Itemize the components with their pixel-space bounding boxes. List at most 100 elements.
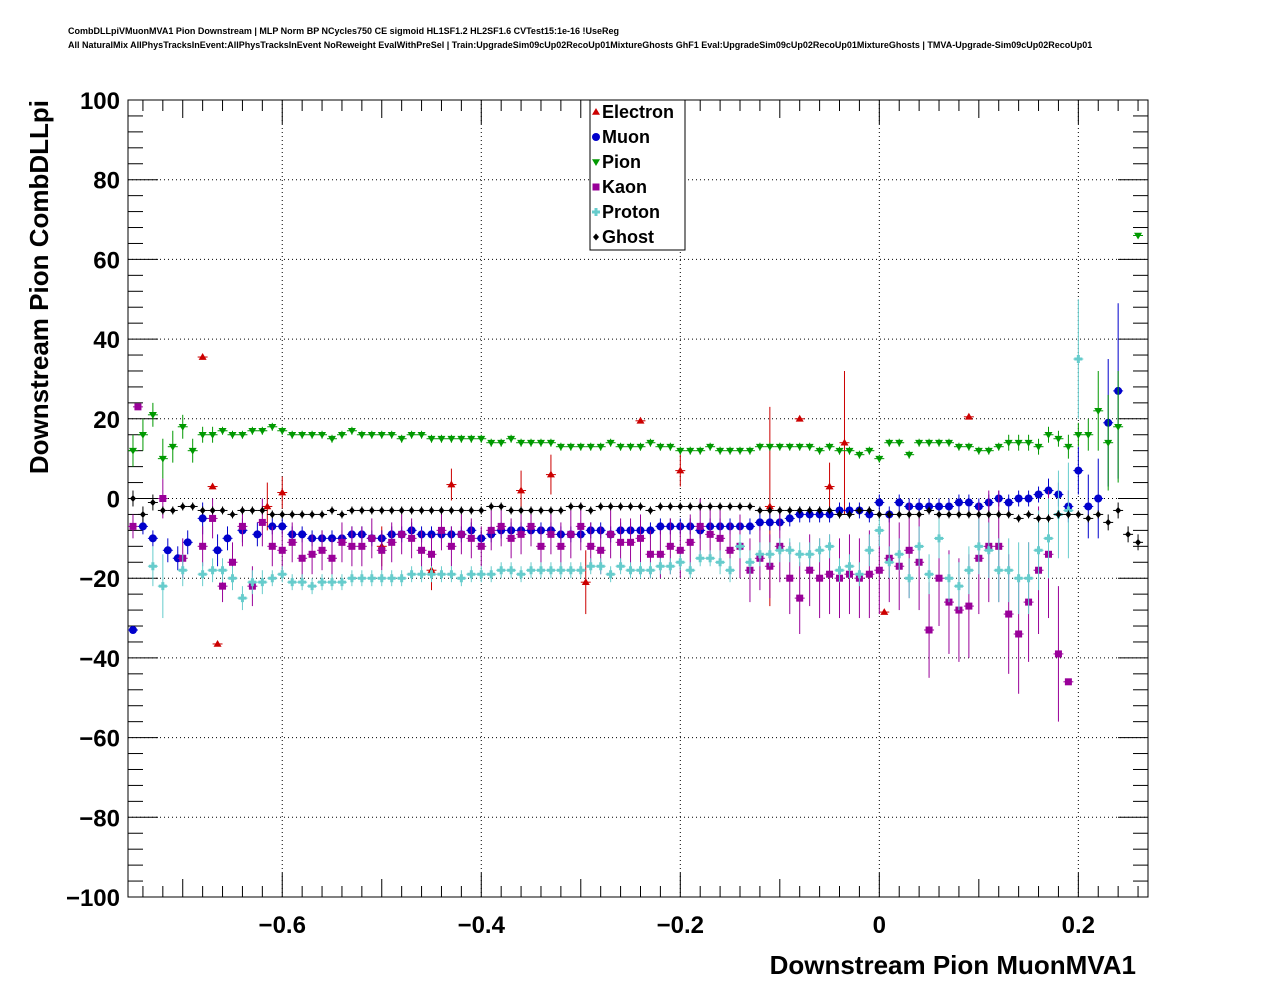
marker [546,470,555,478]
data-point-ghost [595,502,606,511]
marker [198,570,207,579]
data-point-pion [904,450,915,459]
data-point-pion [655,442,666,451]
data-point-proton [1073,299,1084,419]
data-point-ghost [764,506,775,515]
data-point-ghost [744,502,755,511]
data-point-kaon [516,514,527,555]
marker [885,439,894,447]
data-point-pion [277,426,288,435]
marker [557,506,564,514]
data-point-ghost [1023,510,1034,519]
data-point-proton [834,558,845,583]
data-point-proton [625,562,636,579]
data-point-pion [794,442,805,451]
data-point-ghost [207,506,218,515]
marker [577,502,584,510]
marker [964,443,973,451]
marker [727,502,734,510]
marker [1095,510,1102,518]
data-point-kaon [794,562,805,634]
data-point-kaon [446,526,457,567]
data-point-proton [237,586,248,611]
data-point-kaon [386,522,397,563]
marker [964,566,973,575]
data-point-pion [685,446,696,455]
data-point-proton [346,570,357,587]
data-point-proton [864,534,875,567]
marker [278,546,286,554]
data-point-proton [327,574,337,591]
data-point-ghost [336,510,347,519]
legend-entry-pion: Pion [592,152,641,172]
marker [716,558,725,567]
data-point-proton [764,542,775,567]
data-point-pion [884,438,895,447]
data-point-pion [1043,426,1054,443]
marker [218,427,227,435]
data-point-proton [953,562,964,611]
marker [208,431,217,439]
data-point-pion [934,438,944,447]
marker [577,522,585,530]
data-point-pion [944,438,954,447]
data-point-ghost [1003,510,1014,519]
data-point-pion [645,438,656,447]
legend-marker [592,183,600,191]
marker [755,518,764,527]
marker [687,502,694,510]
marker [795,443,804,451]
data-point-proton [157,554,168,619]
marker [427,435,436,443]
marker [1085,514,1092,522]
marker [298,530,307,539]
data-point-proton [287,574,298,591]
data-point-ghost [665,502,676,511]
marker [954,498,963,507]
data-point-pion [764,442,775,451]
marker [507,435,516,443]
marker [647,506,654,514]
marker [726,447,735,455]
data-point-ghost [774,506,785,515]
data-point-kaon [376,530,387,571]
marker [666,562,675,571]
data-point-ghost [834,510,845,519]
y-tick-label: 80 [93,168,120,195]
marker [468,506,475,514]
data-point-kaon [207,498,218,539]
data-point-proton [605,566,616,583]
marker [148,412,157,419]
data-point-proton [754,542,765,567]
marker [636,534,644,542]
marker [745,522,754,531]
marker [368,506,375,514]
series-electron [197,353,974,647]
marker [546,439,555,447]
data-point-kaon [356,526,367,567]
data-point-pion [247,426,258,435]
marker [806,506,813,514]
marker [228,574,237,583]
marker [178,566,187,575]
marker [716,447,725,455]
data-point-pion [555,442,566,451]
marker [856,506,863,514]
data-point-ghost [575,502,586,511]
data-point-ghost [1033,514,1044,523]
data-point-pion [705,442,716,451]
marker [846,510,853,518]
marker [1015,514,1022,522]
legend-entry-muon: Muon [592,127,650,147]
data-point-ghost [157,506,168,515]
data-point-kaon [317,530,328,571]
marker [1014,574,1023,583]
data-point-proton [944,554,954,603]
marker [597,546,605,554]
data-point-electron [824,462,835,511]
marker [129,522,137,530]
data-point-pion [595,442,606,451]
marker [134,403,142,411]
data-point-proton [784,538,795,563]
legend-label: Pion [602,152,641,172]
